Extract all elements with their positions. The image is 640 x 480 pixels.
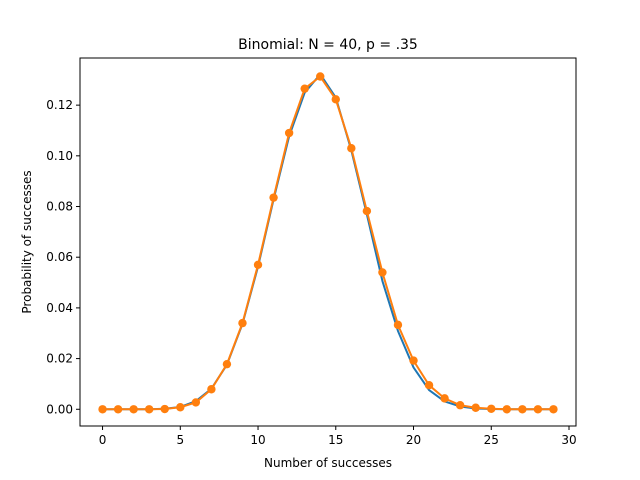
x-tick-label: 0 [99, 433, 107, 447]
series-1-point [331, 95, 340, 104]
x-tick-label: 25 [484, 433, 499, 447]
series-1-point [160, 404, 169, 414]
y-tick-label: 0.04 [46, 301, 73, 315]
axes-frame [79, 57, 577, 427]
series-1-point [471, 403, 480, 412]
y-tick-label: 0.08 [46, 200, 73, 214]
x-axis: 0 5 10 15 20 25 30 [99, 426, 577, 447]
series-1-point [98, 405, 107, 414]
y-tick-label: 0.10 [46, 149, 73, 163]
series-1-point [440, 394, 449, 403]
y-axis: 0.00 0.02 0.04 0.06 0.08 0.10 0.12 [46, 98, 80, 416]
series-1-point [378, 268, 387, 277]
x-tick-label: 20 [406, 433, 421, 447]
series-1-point [518, 405, 527, 414]
series-1-point [191, 398, 201, 407]
series-1-point [300, 84, 309, 93]
series-1-point [487, 404, 496, 413]
y-tick-label: 0.02 [46, 352, 73, 366]
y-tick-label: 0.06 [46, 250, 73, 264]
series-1-point [455, 401, 465, 410]
series-1-point [393, 320, 403, 330]
series-1-point [253, 260, 263, 270]
x-tick-label: 15 [328, 433, 343, 447]
series-1-point [176, 403, 185, 412]
x-tick-label: 5 [176, 433, 184, 447]
series-1-point [409, 356, 418, 365]
series-1-point [284, 128, 294, 138]
series-1-point [533, 405, 543, 414]
series-1-point [144, 405, 154, 414]
series-1-point [207, 385, 216, 394]
series-1-point [502, 405, 512, 414]
plot-area [98, 72, 558, 414]
series-1-point [222, 359, 232, 369]
series-1-point [113, 405, 123, 414]
series-1-point [424, 381, 434, 390]
series-1-point [269, 193, 278, 202]
y-tick-label: 0.12 [46, 98, 73, 112]
y-axis-label: Probability of successes [20, 170, 34, 313]
y-tick-label: 0.00 [46, 402, 73, 416]
series-1-point [549, 405, 558, 414]
x-axis-label: Number of successes [264, 456, 392, 470]
series-1-point [362, 206, 372, 216]
x-tick-label: 10 [250, 433, 265, 447]
series-1-point [129, 405, 138, 414]
series-1-point [238, 318, 247, 328]
series-1-point [316, 72, 325, 81]
chart-title: Binomial: N = 40, p = .35 [238, 37, 418, 53]
series-1-point [347, 144, 356, 153]
x-tick-label: 30 [561, 433, 576, 447]
